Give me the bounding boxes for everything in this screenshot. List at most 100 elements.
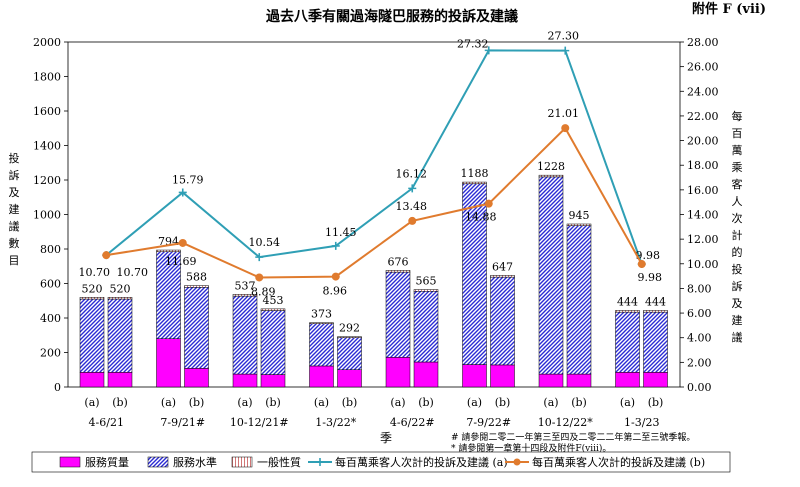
line-b-marker bbox=[178, 238, 187, 247]
annex-label: 附件 F (vii) bbox=[692, 1, 766, 17]
bar-level bbox=[566, 225, 592, 375]
bar-quality bbox=[615, 372, 640, 388]
bar-total-label: 647 bbox=[492, 260, 513, 273]
left-tick-label: 2000 bbox=[33, 36, 61, 49]
bar-general bbox=[490, 275, 515, 278]
bar-general bbox=[615, 310, 640, 313]
bar-quality bbox=[156, 338, 181, 388]
sub-label: (a) bbox=[84, 396, 99, 409]
legend: 服務質量 服務水準 一般性質 每百萬乘客人次計的投訴及建議 (a) 每百萬乘客人次計的投… bbox=[31, 451, 731, 473]
bar-quality bbox=[79, 372, 105, 388]
line-b-marker bbox=[255, 273, 264, 282]
bar-level bbox=[615, 311, 640, 373]
right-tick-label: 12.00 bbox=[687, 233, 719, 246]
line-b-label: 14.88 bbox=[465, 211, 497, 224]
line-a-label: 9.98 bbox=[636, 249, 661, 262]
sub-label: (b) bbox=[265, 396, 281, 409]
sub-label: (a) bbox=[237, 396, 252, 409]
left-tick-label: 1400 bbox=[33, 140, 61, 153]
sub-label: (b) bbox=[648, 396, 664, 409]
right-tick-label: 8.00 bbox=[687, 282, 712, 295]
right-tick-label: 26.00 bbox=[687, 61, 719, 74]
line-b-label: 21.01 bbox=[548, 107, 580, 120]
bar-general bbox=[337, 336, 362, 338]
line-b-marker bbox=[408, 216, 417, 225]
bar-total-label: 565 bbox=[416, 275, 437, 288]
right-tick-label: 20.00 bbox=[687, 135, 719, 148]
line-b-label: 11.69 bbox=[165, 255, 197, 268]
bar-level bbox=[538, 176, 564, 375]
bar-quality bbox=[260, 374, 286, 388]
line-a-label: 10.70 bbox=[79, 266, 111, 279]
right-tick-label: 6.00 bbox=[687, 307, 712, 320]
legend-swatch bbox=[59, 456, 81, 468]
bar-level bbox=[309, 323, 334, 367]
sub-label: (b) bbox=[571, 396, 587, 409]
bar-quality bbox=[232, 373, 258, 388]
category-labels: (a) (b) 4-6/21 (a) (b) 7-9/21# (a) (b) 10-12/21#… bbox=[84, 396, 663, 429]
bar-quality bbox=[490, 364, 515, 388]
line-a-label: 10.54 bbox=[249, 236, 281, 249]
note-2: * 請參閱第一章第十四段及附件F(viii)。 bbox=[451, 442, 611, 454]
sub-label: (b) bbox=[418, 396, 434, 409]
legend-marker-a bbox=[316, 458, 324, 466]
line-a-label: 15.79 bbox=[172, 173, 204, 186]
category-label: 10-12/21# bbox=[230, 416, 289, 429]
bar-general bbox=[413, 289, 439, 292]
lines: 10.70 15.79 10.54 11.45 16.12 27.32 27.30 9.98 1… bbox=[79, 30, 663, 299]
line-b-marker bbox=[561, 124, 570, 133]
line-b-label: 13.48 bbox=[396, 200, 428, 213]
chart-title: 過去八季有關過海隧巴服務的投訴及建議 bbox=[265, 8, 518, 25]
line-b-label: 10.70 bbox=[117, 266, 149, 279]
bar-total-label: 373 bbox=[311, 308, 332, 321]
bar-general bbox=[184, 285, 209, 288]
bar-quality bbox=[462, 364, 487, 388]
line-b-label: 8.96 bbox=[323, 285, 348, 298]
left-tick-label: 1000 bbox=[33, 209, 61, 222]
right-tick-label: 0.00 bbox=[687, 381, 712, 394]
category-label: 1-3/23 bbox=[624, 416, 659, 429]
right-axis-title: 每百萬乘客人次計的投訴及建議 bbox=[732, 109, 743, 344]
bar-total-label: 292 bbox=[339, 322, 360, 335]
left-tick-label: 600 bbox=[40, 278, 61, 291]
category-label: 4-6/22# bbox=[390, 416, 435, 429]
legend-label: 一般性質 bbox=[257, 455, 301, 469]
category-label: 1-3/22* bbox=[315, 416, 356, 429]
sub-label: (a) bbox=[390, 396, 405, 409]
line-a-label: 11.45 bbox=[325, 226, 357, 239]
sub-label: (a) bbox=[620, 396, 635, 409]
left-tick-label: 400 bbox=[40, 312, 61, 325]
line-a bbox=[105, 49, 643, 265]
note-1: # 請參閱二零二一年第三至四及二零二二年第二至三號季報。 bbox=[451, 431, 695, 443]
right-tick-label: 4.00 bbox=[687, 332, 712, 345]
left-tick-label: 1200 bbox=[33, 174, 61, 187]
left-tick-label: 200 bbox=[40, 347, 61, 360]
sub-label: (a) bbox=[467, 396, 482, 409]
bar-total-label: 520 bbox=[82, 282, 103, 295]
left-tick-label: 0 bbox=[54, 381, 61, 394]
line-b-marker bbox=[331, 272, 340, 281]
bar-total-label: 945 bbox=[569, 209, 590, 222]
bar-level bbox=[413, 291, 439, 363]
sub-label: (a) bbox=[161, 396, 176, 409]
line-b-marker bbox=[637, 260, 646, 269]
bar-total-label: 444 bbox=[645, 295, 666, 308]
line-b-label: 8.89 bbox=[251, 285, 276, 298]
right-tick-label: 24.00 bbox=[687, 85, 719, 98]
line-a-marker bbox=[408, 184, 417, 193]
bar-level bbox=[385, 271, 411, 358]
line-a-label: 27.32 bbox=[457, 37, 489, 50]
x-axis-title: 季 bbox=[380, 431, 392, 445]
legend-label: 每百萬乘客人次計的投訴及建議 (a) bbox=[335, 455, 508, 469]
legend-swatch bbox=[231, 456, 253, 468]
bar-general bbox=[566, 223, 592, 226]
bar-general bbox=[538, 174, 564, 178]
bar-level bbox=[490, 276, 515, 366]
left-tick-label: 1800 bbox=[33, 71, 61, 84]
right-axis: 0.00 2.00 4.00 6.00 8.00 10.00 12.00 14.00 16.00… bbox=[680, 36, 719, 394]
bar-total-label: 676 bbox=[388, 255, 409, 268]
bar-level bbox=[337, 337, 362, 371]
bar-quality bbox=[413, 361, 439, 388]
bar-quality bbox=[643, 372, 668, 388]
left-axis: 0 200 400 600 800 1000 1200 1400 1600 1800 2000 bbox=[33, 36, 68, 394]
